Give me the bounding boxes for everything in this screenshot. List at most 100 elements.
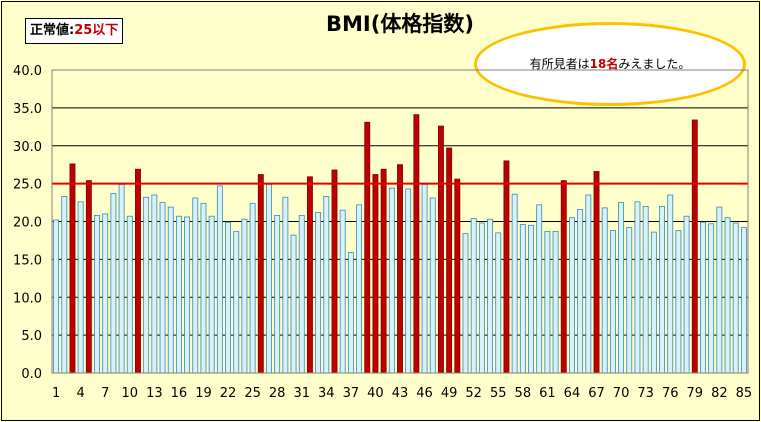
bar: [487, 218, 494, 374]
bar: [364, 121, 371, 374]
bar: [438, 125, 444, 374]
bar: [151, 194, 158, 374]
x-tick-label: 79: [687, 386, 704, 401]
bar: [290, 234, 297, 374]
bar: [323, 196, 330, 374]
y-tick-label: 0.0: [21, 367, 42, 382]
bar: [339, 209, 346, 374]
bar: [372, 174, 379, 374]
bar: [454, 178, 461, 374]
bar: [667, 194, 674, 374]
y-tick-label: 5.0: [21, 329, 42, 344]
bar: [85, 180, 92, 374]
chart-title: BMI(体格指数): [326, 12, 474, 36]
y-tick-label: 15.0: [13, 253, 42, 268]
x-tick-label: 73: [637, 386, 654, 401]
bar: [200, 202, 207, 374]
y-tick-label: 35.0: [13, 102, 42, 117]
x-tick-label: 43: [392, 386, 409, 401]
bar: [429, 197, 436, 374]
bar: [298, 215, 305, 374]
bar: [544, 230, 551, 374]
bar: [380, 168, 387, 374]
bar: [315, 212, 322, 374]
bar: [274, 215, 281, 374]
y-tick-label: 30.0: [13, 140, 42, 155]
x-tick-label: 1: [52, 386, 60, 401]
bar: [175, 215, 182, 374]
findings-callout: 有所見者は18名みえました。: [474, 22, 746, 106]
bar: [110, 193, 117, 374]
x-tick-label: 19: [195, 386, 212, 401]
bar: [503, 160, 510, 374]
bar: [421, 183, 428, 374]
bar: [446, 147, 453, 374]
plot-area-border: [51, 69, 749, 374]
bar: [519, 224, 526, 374]
x-tick-label: 40: [367, 386, 384, 401]
x-tick-label: 37: [343, 386, 360, 401]
bar: [225, 221, 231, 374]
bar: [192, 197, 199, 374]
bar: [708, 223, 715, 374]
normal-range-label: 正常値:: [30, 23, 75, 38]
x-tick-label: 49: [441, 386, 458, 401]
bars: [53, 114, 747, 374]
bar: [478, 222, 485, 374]
y-tick-label: 25.0: [13, 178, 42, 193]
y-tick-label: 20.0: [13, 216, 42, 231]
x-tick-label: 31: [293, 386, 310, 401]
bar: [683, 215, 690, 374]
bar: [528, 224, 534, 374]
bar: [577, 208, 584, 374]
bar: [69, 163, 76, 374]
bar: [102, 213, 109, 374]
bar: [536, 204, 543, 374]
bar: [691, 119, 698, 374]
bar: [552, 230, 559, 374]
bar: [732, 222, 739, 374]
x-tick-label: 64: [564, 386, 581, 401]
y-tick-labels: 0.0 5.0 10.0 15.0 20.0 25.0 30.0 35.0 40.0: [13, 64, 42, 382]
bar: [77, 201, 84, 374]
callout-text-after: みえました。: [618, 57, 691, 71]
bar: [208, 215, 215, 374]
bar: [159, 202, 166, 374]
bar: [462, 233, 469, 374]
bar: [618, 202, 625, 374]
bar: [118, 183, 125, 374]
y-tick-label: 10.0: [13, 291, 42, 306]
bar: [53, 219, 60, 374]
x-tick-label: 25: [244, 386, 261, 401]
bar: [135, 168, 141, 374]
x-tick-label: 4: [77, 386, 85, 401]
bar: [405, 188, 412, 374]
bar: [216, 185, 223, 374]
bar: [257, 174, 264, 374]
bar: [249, 202, 256, 374]
bar: [143, 196, 150, 374]
x-tick-labels: 1 4 7 10 13 16 19 22 25 28 31 34 37 40 43 46 49 52 55 58 61 6…: [52, 386, 752, 401]
y-tick-label: 40.0: [13, 64, 42, 79]
bar: [388, 187, 395, 374]
x-tick-label: 85: [736, 386, 753, 401]
bar: [495, 232, 502, 374]
bar: [511, 193, 518, 374]
normal-range-box: 正常値:25以下: [25, 18, 124, 44]
bar: [642, 205, 649, 374]
x-tick-label: 34: [318, 386, 335, 401]
bar: [470, 218, 477, 374]
bar: [700, 221, 706, 374]
bar: [659, 205, 665, 374]
bar: [233, 230, 240, 374]
bar: [740, 227, 747, 374]
bar: [413, 114, 420, 374]
x-tick-label: 55: [490, 386, 507, 401]
bar: [167, 206, 174, 374]
bar: [94, 215, 100, 374]
bar: [634, 201, 641, 374]
callout-text-before: 有所見者は: [529, 57, 590, 71]
bar: [266, 183, 272, 374]
x-tick-label: 46: [416, 386, 433, 401]
